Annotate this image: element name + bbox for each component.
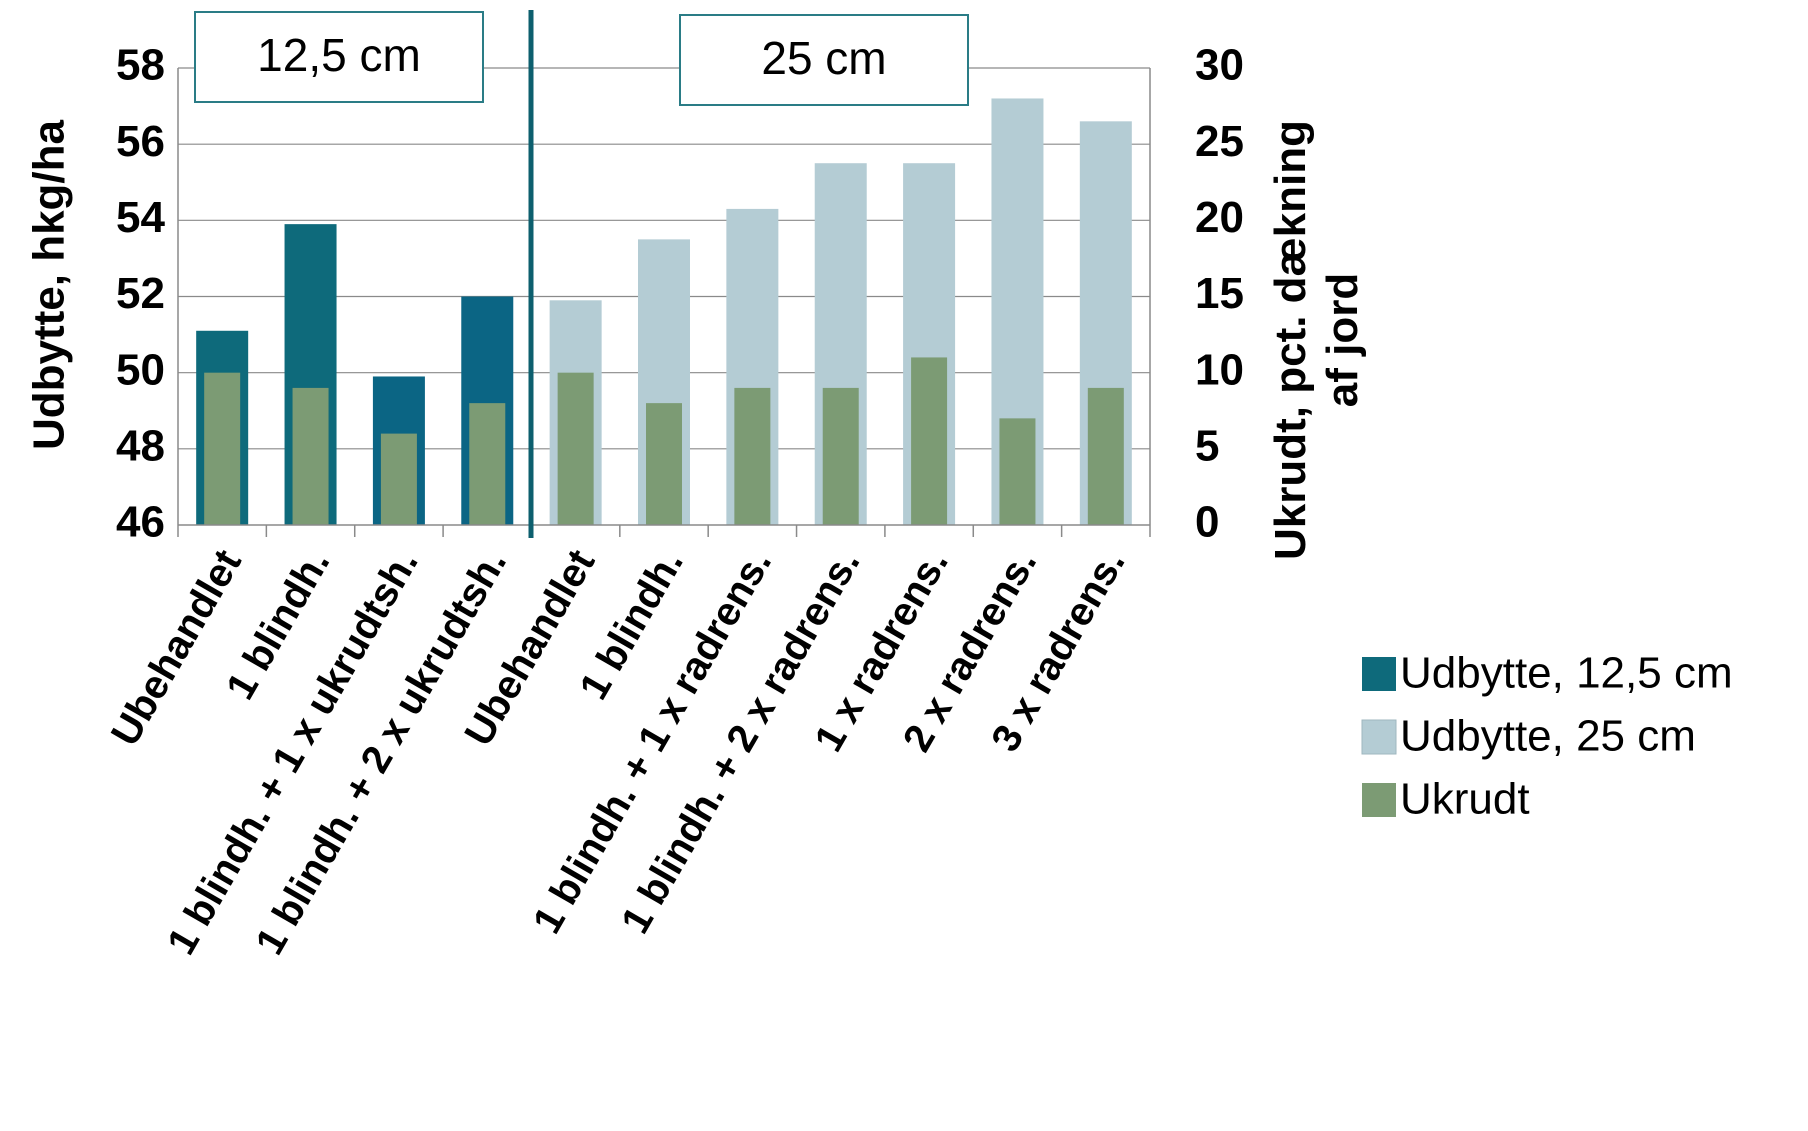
legend-item-ukrudt: Ukrudt bbox=[1362, 775, 1530, 824]
y-axis-title-right: Ukrudt, pct. dækning af jord bbox=[1266, 120, 1367, 560]
legend-item-udbytte-25: Udbytte, 25 cm bbox=[1361, 712, 1696, 761]
y-tick-label-left: 56 bbox=[116, 117, 165, 166]
y-axis-title-left: Udbytte, hkg/ha bbox=[25, 119, 74, 450]
legend: Udbytte, 12,5 cm Udbytte, 25 cm Ukrudt bbox=[1361, 649, 1733, 824]
bar-ukrudt bbox=[469, 403, 506, 525]
x-category-label: Ubehandlet bbox=[103, 543, 250, 754]
y-tick-label-right: 0 bbox=[1195, 498, 1219, 547]
y-tick-label-right: 25 bbox=[1195, 117, 1244, 166]
y-tick-label-left: 58 bbox=[116, 41, 165, 90]
y-axis-title-right-line-1: Ukrudt, pct. dækning bbox=[1266, 120, 1315, 560]
group-box-25: 25 cm bbox=[679, 14, 969, 106]
group-box-12-5: 12,5 cm bbox=[194, 11, 484, 103]
y-tick-label-left: 50 bbox=[116, 345, 165, 394]
legend-item-udbytte-12-5: Udbytte, 12,5 cm bbox=[1362, 649, 1733, 698]
bar-ukrudt bbox=[999, 418, 1036, 525]
bar-ukrudt bbox=[204, 372, 241, 525]
legend-label-ukrudt: Ukrudt bbox=[1400, 775, 1530, 824]
bar-ukrudt bbox=[380, 433, 417, 525]
legend-label-udbytte-25: Udbytte, 25 cm bbox=[1400, 712, 1696, 761]
legend-label-udbytte-12-5: Udbytte, 12,5 cm bbox=[1400, 649, 1733, 698]
y-tick-label-right: 15 bbox=[1195, 269, 1244, 318]
y-tick-label-left: 48 bbox=[116, 421, 165, 470]
legend-swatch-udbytte-12-5 bbox=[1362, 657, 1396, 691]
y-tick-label-left: 54 bbox=[116, 193, 165, 242]
bars bbox=[196, 98, 1132, 526]
right-tick-labels: 0 5 10 15 20 25 30 bbox=[1195, 41, 1244, 547]
bar-ukrudt bbox=[1087, 387, 1124, 525]
bar-ukrudt bbox=[911, 357, 948, 525]
bar-ukrudt bbox=[292, 387, 329, 525]
legend-swatch-ukrudt bbox=[1362, 783, 1396, 817]
y-axis-title-right-line-2: af jord bbox=[1318, 273, 1367, 407]
bar-ukrudt bbox=[734, 387, 771, 525]
legend-swatch-udbytte-25 bbox=[1361, 719, 1397, 755]
bar-ukrudt bbox=[646, 403, 682, 525]
left-tick-labels: 46 48 50 52 54 56 58 bbox=[116, 41, 165, 547]
y-tick-label-right: 5 bbox=[1195, 421, 1219, 470]
group-label-12-5: 12,5 cm bbox=[257, 29, 421, 81]
group-box-25-frame bbox=[679, 14, 969, 106]
y-tick-label-left: 52 bbox=[116, 269, 165, 318]
bar-ukrudt bbox=[557, 372, 594, 525]
y-tick-label-left: 46 bbox=[116, 498, 165, 547]
y-tick-label-right: 10 bbox=[1195, 345, 1244, 394]
group-box-12-5-frame bbox=[194, 11, 484, 103]
group-label-25: 25 cm bbox=[761, 32, 886, 84]
y-tick-label-right: 20 bbox=[1195, 193, 1244, 242]
y-tick-label-right: 30 bbox=[1195, 41, 1244, 90]
bar-ukrudt bbox=[822, 387, 859, 525]
